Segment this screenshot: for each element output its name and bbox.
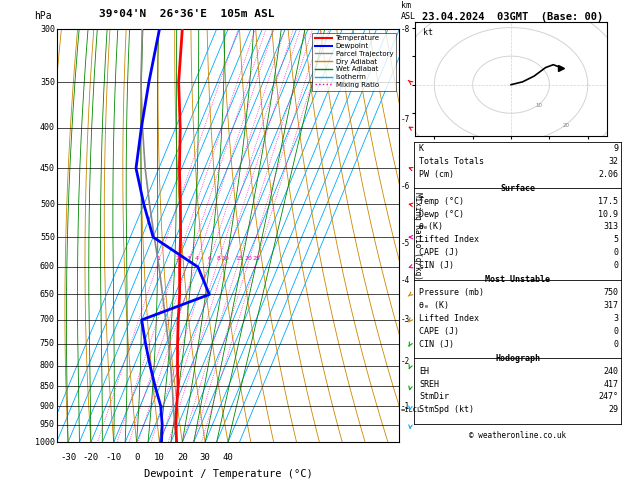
Text: 15: 15 [235, 256, 243, 261]
Text: CAPE (J): CAPE (J) [419, 248, 459, 257]
Text: 313: 313 [603, 223, 618, 231]
Text: -4: -4 [401, 277, 410, 285]
Text: Totals Totals: Totals Totals [419, 156, 484, 166]
Text: 850: 850 [40, 382, 55, 391]
Text: 0: 0 [613, 248, 618, 257]
Text: -2: -2 [401, 357, 410, 366]
Text: PW (cm): PW (cm) [419, 170, 454, 179]
Text: CIN (J): CIN (J) [419, 340, 454, 348]
Text: 700: 700 [40, 315, 55, 324]
Text: 5: 5 [613, 235, 618, 244]
Text: 750: 750 [603, 288, 618, 297]
Text: StmDir: StmDir [419, 392, 449, 401]
Text: 240: 240 [603, 366, 618, 376]
Text: Lifted Index: Lifted Index [419, 314, 479, 323]
Text: © weatheronline.co.uk: © weatheronline.co.uk [469, 431, 566, 440]
Text: CAPE (J): CAPE (J) [419, 327, 459, 336]
Text: SREH: SREH [419, 380, 439, 388]
Text: 20: 20 [245, 256, 253, 261]
Text: 3: 3 [186, 256, 191, 261]
Text: -6: -6 [401, 182, 410, 191]
Text: -1: -1 [401, 401, 410, 411]
Text: Lifted Index: Lifted Index [419, 235, 479, 244]
Text: 6: 6 [207, 256, 211, 261]
Text: 400: 400 [40, 123, 55, 132]
Text: Pressure (mb): Pressure (mb) [419, 288, 484, 297]
Text: -8: -8 [401, 25, 410, 34]
Text: 9: 9 [613, 144, 618, 153]
Text: Dewpoint / Temperature (°C): Dewpoint / Temperature (°C) [143, 469, 313, 479]
Text: 4: 4 [195, 256, 199, 261]
Text: hPa: hPa [35, 11, 52, 21]
Text: 8: 8 [216, 256, 220, 261]
Text: -30: -30 [60, 452, 76, 462]
Text: 40: 40 [223, 452, 233, 462]
Text: 350: 350 [40, 78, 55, 87]
Text: 950: 950 [40, 420, 55, 429]
Text: 29: 29 [608, 405, 618, 414]
Text: 650: 650 [40, 290, 55, 299]
Text: 247°: 247° [598, 392, 618, 401]
Text: Hodograph: Hodograph [495, 354, 540, 363]
Text: 17.5: 17.5 [598, 197, 618, 206]
Text: 23.04.2024  03GMT  (Base: 00): 23.04.2024 03GMT (Base: 00) [422, 12, 603, 22]
Text: Temp (°C): Temp (°C) [419, 197, 464, 206]
Text: Dewp (°C): Dewp (°C) [419, 209, 464, 219]
Text: 1000: 1000 [35, 438, 55, 447]
Text: 0: 0 [613, 261, 618, 270]
Text: 550: 550 [40, 233, 55, 242]
Text: Surface: Surface [500, 184, 535, 193]
Text: 900: 900 [40, 401, 55, 411]
Text: 10: 10 [154, 452, 165, 462]
Text: 750: 750 [40, 339, 55, 348]
Text: EH: EH [419, 366, 429, 376]
Text: kt: kt [423, 28, 433, 36]
Text: 10: 10 [535, 103, 542, 108]
Text: 1: 1 [157, 256, 160, 261]
Text: 2.06: 2.06 [598, 170, 618, 179]
Text: 20: 20 [563, 123, 570, 128]
Text: 39°04'N  26°36'E  105m ASL: 39°04'N 26°36'E 105m ASL [99, 9, 275, 19]
Text: 800: 800 [40, 361, 55, 370]
Text: 417: 417 [603, 380, 618, 388]
Text: K: K [419, 144, 424, 153]
Text: 300: 300 [40, 25, 55, 34]
Legend: Temperature, Dewpoint, Parcel Trajectory, Dry Adiabat, Wet Adiabat, Isotherm, Mi: Temperature, Dewpoint, Parcel Trajectory… [312, 33, 396, 90]
Text: 0: 0 [134, 452, 139, 462]
Text: -3: -3 [401, 315, 410, 324]
Text: 25: 25 [253, 256, 260, 261]
Text: km
ASL: km ASL [401, 1, 416, 21]
Text: Mixing Ratio (g/kg): Mixing Ratio (g/kg) [413, 192, 422, 279]
Text: -7: -7 [401, 115, 410, 123]
Text: 32: 32 [608, 156, 618, 166]
Text: 0: 0 [613, 340, 618, 348]
Text: -5: -5 [401, 239, 410, 248]
Text: 20: 20 [177, 452, 187, 462]
Text: 450: 450 [40, 164, 55, 173]
Text: Most Unstable: Most Unstable [485, 275, 550, 284]
Text: 10: 10 [221, 256, 229, 261]
Text: -20: -20 [83, 452, 99, 462]
Text: =1LCL: =1LCL [401, 407, 423, 413]
Text: 10.9: 10.9 [598, 209, 618, 219]
Text: θₑ(K): θₑ(K) [419, 223, 444, 231]
Text: 500: 500 [40, 200, 55, 209]
Text: CIN (J): CIN (J) [419, 261, 454, 270]
Text: θₑ (K): θₑ (K) [419, 301, 449, 310]
Text: 0: 0 [613, 327, 618, 336]
Text: 317: 317 [603, 301, 618, 310]
Text: 30: 30 [200, 452, 211, 462]
Text: 2: 2 [175, 256, 179, 261]
Text: StmSpd (kt): StmSpd (kt) [419, 405, 474, 414]
Text: 3: 3 [613, 314, 618, 323]
Text: 600: 600 [40, 262, 55, 272]
Text: -10: -10 [106, 452, 122, 462]
